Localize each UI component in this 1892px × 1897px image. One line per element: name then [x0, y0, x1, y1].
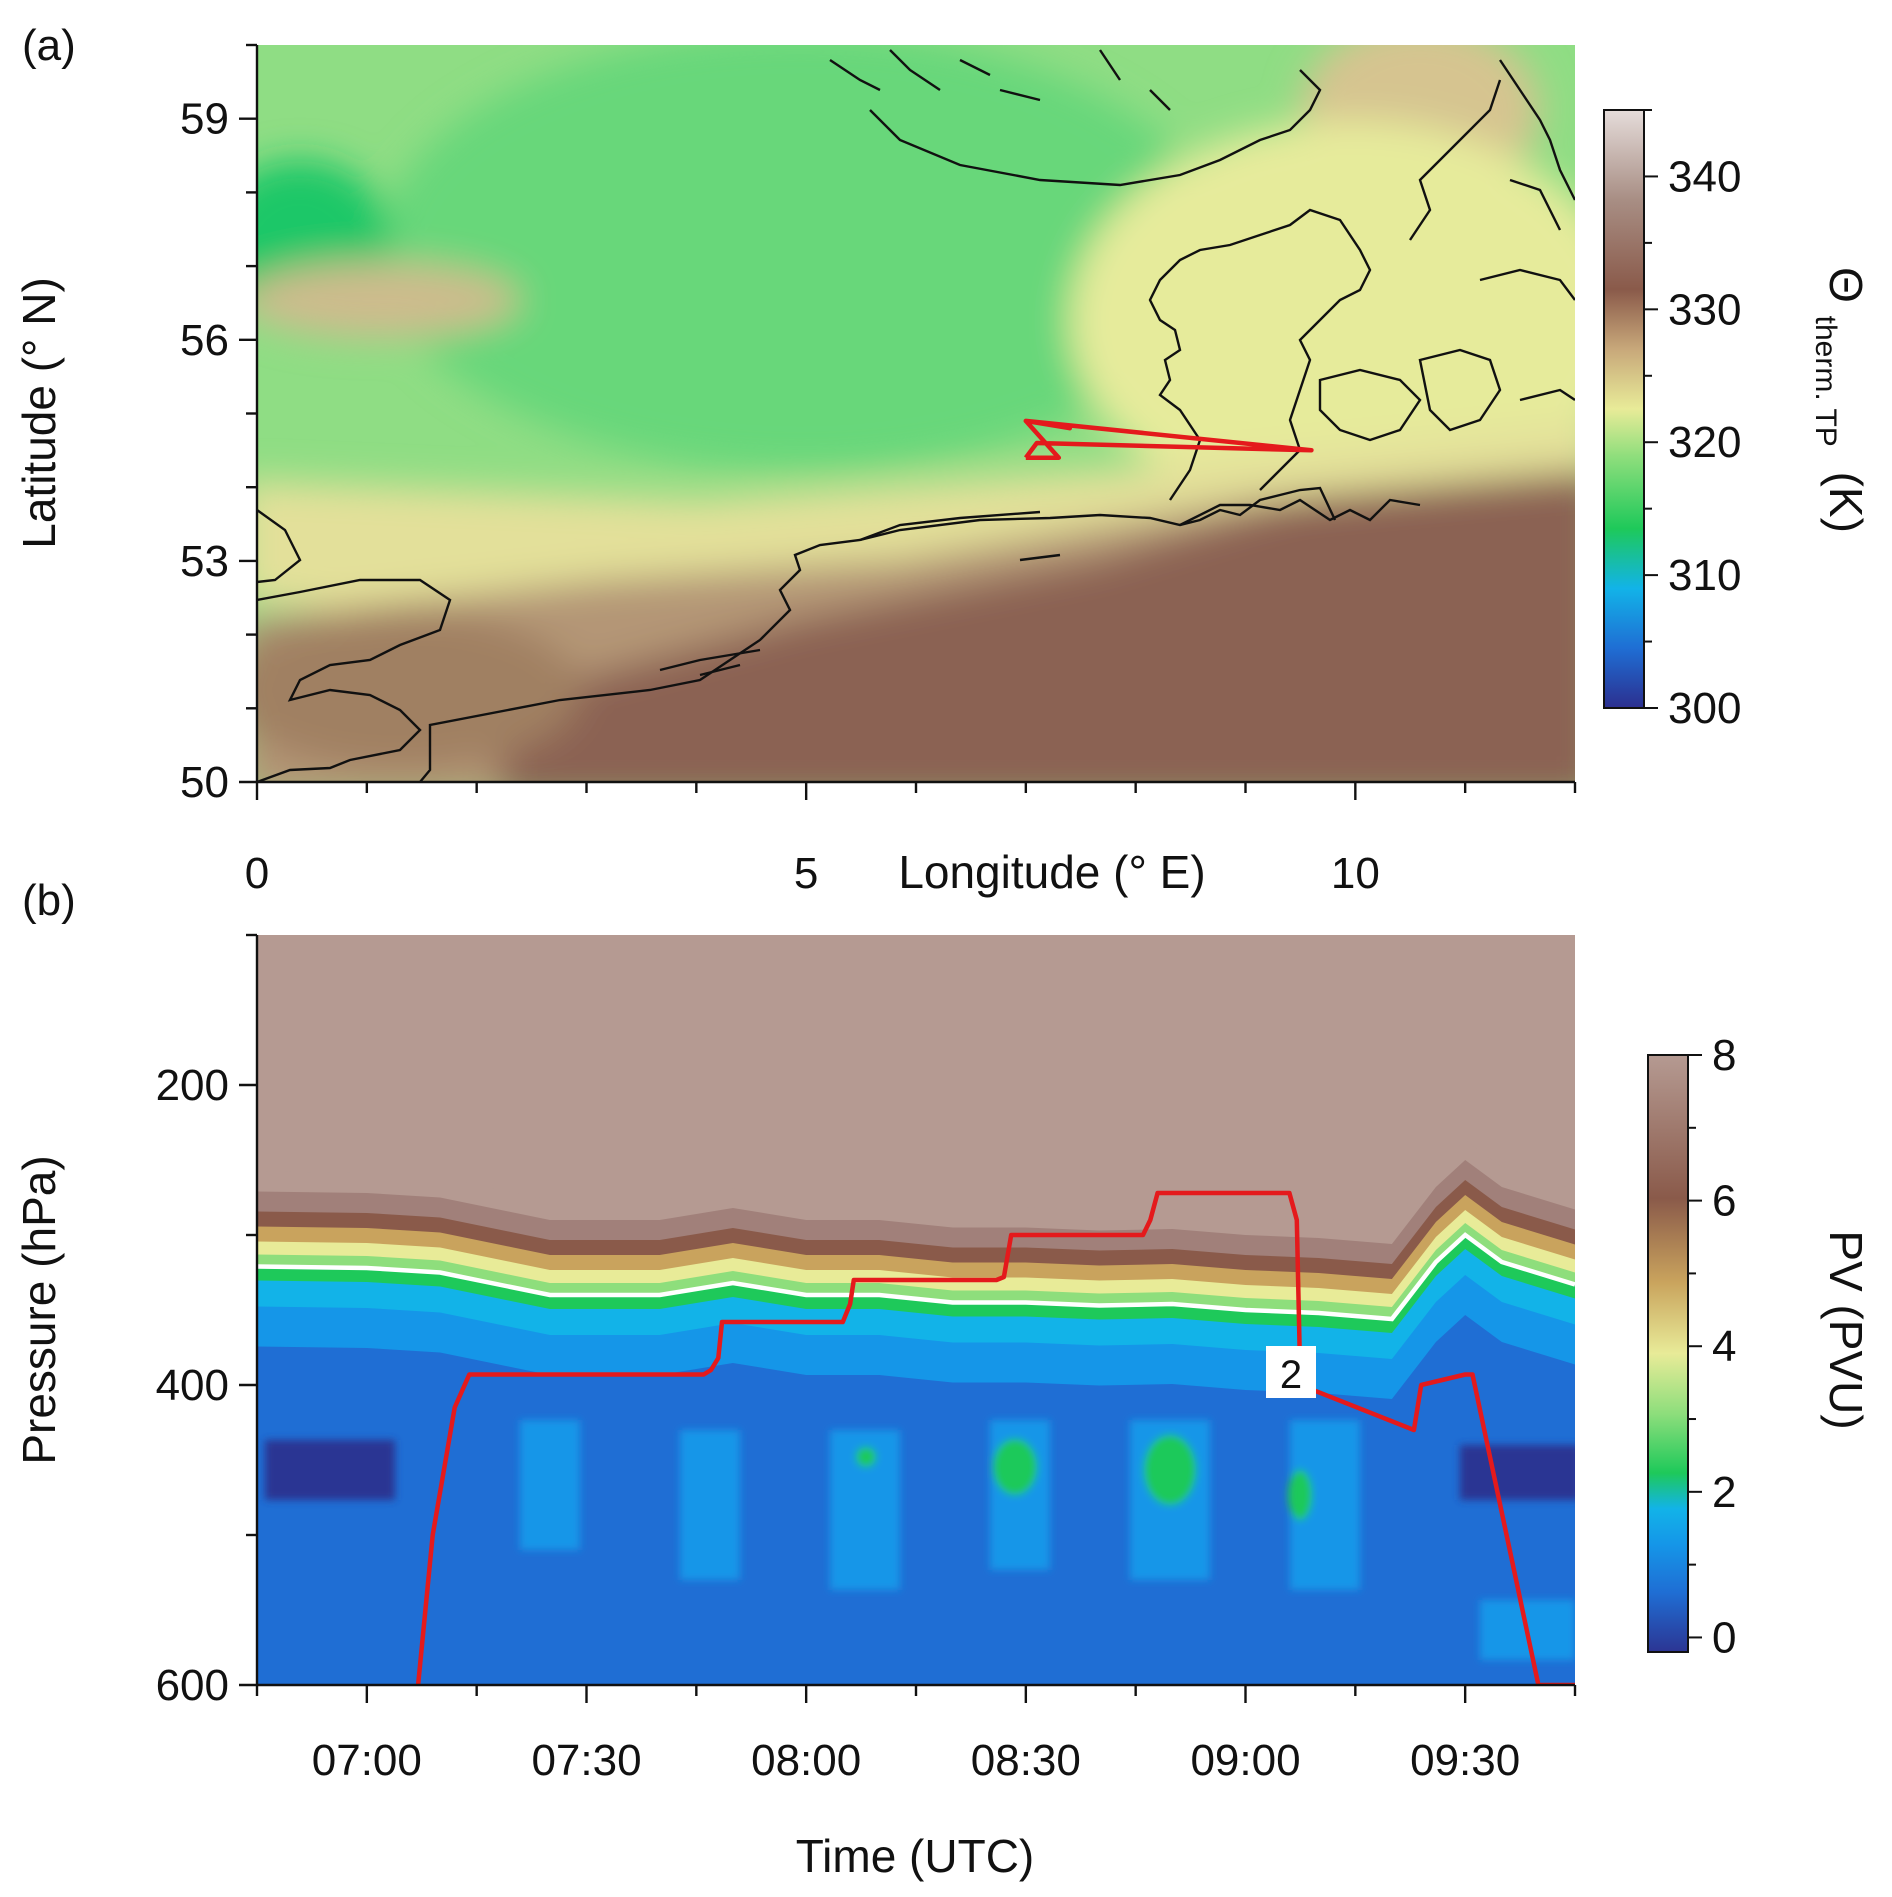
sea-region-central	[380, 45, 1220, 470]
colorbar-a-tick-label: 320	[1668, 418, 1741, 467]
colorbar-a-ticks: 300 310 320 330 340	[1644, 109, 1741, 733]
map-field	[257, 45, 1575, 782]
y-axis-title-b: Pressure (hPa)	[13, 1155, 65, 1464]
colorbar-a-label-sub: therm. TP	[1809, 316, 1842, 447]
colorbar-a-label: Θ therm. TP (K)	[1806, 267, 1872, 533]
denmark-region	[1070, 120, 1575, 520]
continental-region	[500, 472, 1575, 782]
ticks-b: 07:00 07:30 08:00 08:30 09:00 09:30 200 400 600	[156, 933, 1577, 1785]
colorbar-b	[1647, 1054, 1689, 1653]
pv-low-blob	[1460, 1445, 1575, 1500]
panel-a-label: (a)	[22, 21, 76, 70]
x-axis-title-b: Time (UTC)	[796, 1830, 1034, 1882]
colorbar-a-tick-label: 310	[1668, 551, 1741, 600]
pv-high-blob	[856, 1447, 876, 1467]
colorbar-a-label-main: Θ	[1820, 267, 1872, 303]
pv-low-features	[265, 1420, 1575, 1660]
coastline-sweden	[1409, 59, 1575, 301]
x-tick-label-a: 5	[794, 849, 818, 898]
pv-high-blob	[993, 1439, 1037, 1495]
panel-b-label: (b)	[22, 876, 76, 925]
lowlands-warm	[257, 610, 580, 770]
pv-moderate-blob	[680, 1430, 740, 1580]
coastline-german-bight	[1179, 498, 1421, 527]
y-tick-label-a: 56	[180, 316, 229, 365]
contour-label: 2	[1280, 1353, 1302, 1397]
colorbar-a-tick-label: 330	[1668, 285, 1741, 334]
pv-field: 2	[257, 935, 1575, 1685]
x-tick-label-b: 08:00	[751, 1736, 861, 1785]
coastline-uk	[257, 509, 452, 782]
x-tick-label-b: 07:30	[531, 1736, 641, 1785]
x-tick-label-b: 09:30	[1410, 1736, 1520, 1785]
flight-track	[1023, 418, 1314, 460]
x-tick-label-b: 09:00	[1190, 1736, 1300, 1785]
pv-low-blob	[265, 1440, 395, 1500]
contour-label-box	[1266, 1346, 1316, 1398]
x-tick-label-a: 10	[1331, 849, 1380, 898]
x-tick-label-b: 08:30	[971, 1736, 1081, 1785]
coastlines	[257, 49, 1575, 782]
colorbar-b-tick-label: 4	[1712, 1322, 1736, 1371]
colorbar-b-label: PV (PVU)	[1820, 1230, 1872, 1429]
coastline-norway	[829, 49, 1322, 187]
warm-plume	[257, 262, 520, 338]
colorbar-a-label-unit: (K)	[1820, 472, 1872, 533]
svg-text:Θ therm. TP (K): Θ therm. TP (K)	[1806, 267, 1872, 533]
colorbar-a-tick-label: 300	[1668, 684, 1741, 733]
pv-2-contour	[257, 1232, 1575, 1322]
y-tick-label-a: 50	[180, 758, 229, 807]
ticks-a: 0 5 10 50 53 56 59	[180, 43, 1577, 898]
flight-altitude-line	[415, 1190, 1575, 1685]
coastline-continent	[419, 486, 1337, 782]
pv-high-blob	[1144, 1435, 1196, 1505]
pv-high-blob	[1288, 1470, 1312, 1520]
pv-moderate-blob	[520, 1420, 580, 1550]
y-tick-label-b: 400	[156, 1361, 229, 1410]
colorbar-a-tick-label: 340	[1668, 152, 1741, 201]
y-axis-title-a: Latitude (° N)	[13, 277, 65, 549]
coastline-islands	[659, 510, 1061, 677]
x-tick-label-b: 07:00	[312, 1736, 422, 1785]
coastline-danish-islands	[1318, 348, 1575, 442]
y-tick-label-b: 200	[156, 1061, 229, 1110]
y-tick-label-a: 59	[180, 95, 229, 144]
colorbar-b-tick-label: 2	[1712, 1468, 1736, 1517]
coastline-jutland	[1148, 208, 1372, 501]
colorbar-b-ticks: 0 2 4 6 8	[1688, 1031, 1736, 1662]
y-tick-label-a: 53	[180, 537, 229, 586]
colorbar-b-tick-label: 0	[1712, 1613, 1736, 1662]
pv-band	[257, 1315, 1575, 1685]
y-tick-label-b: 600	[156, 1661, 229, 1710]
pv-bands	[257, 1140, 1575, 1685]
colorbar-b-tick-label: 8	[1712, 1031, 1736, 1080]
x-axis-title-a: Longitude (° E)	[898, 846, 1205, 898]
colorbar-b-tick-label: 6	[1712, 1177, 1736, 1226]
x-tick-label-a: 0	[245, 849, 269, 898]
colorbar-a	[1603, 109, 1645, 709]
